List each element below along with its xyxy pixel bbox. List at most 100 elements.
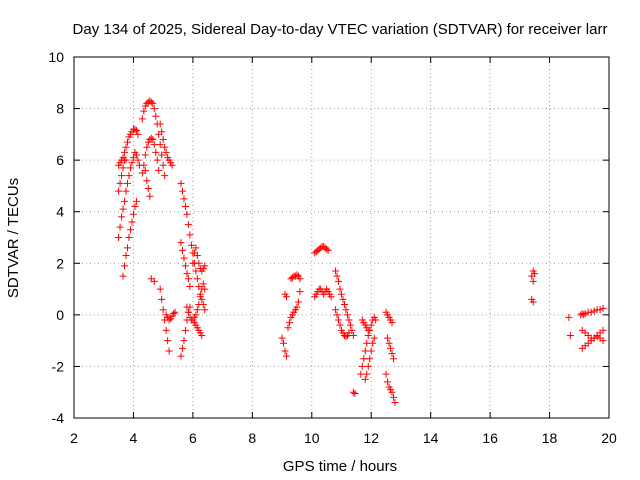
- data-point-marker: [124, 179, 131, 187]
- data-point-marker: [580, 311, 588, 319]
- data-point-marker: [147, 134, 155, 142]
- data-point-marker: [156, 120, 164, 128]
- data-point-marker: [390, 355, 398, 363]
- series-arc-ac: [358, 316, 372, 334]
- data-point-marker: [118, 213, 126, 221]
- data-point-marker: [293, 303, 301, 311]
- x-tick-label: 8: [248, 430, 256, 446]
- data-point-marker: [164, 337, 172, 345]
- y-axis-ticks: -4 -2 0 2 4 6 8 10: [48, 49, 609, 426]
- data-point-marker: [129, 210, 137, 218]
- y-tick-label: 4: [56, 204, 64, 220]
- x-tick-label: 20: [601, 430, 617, 446]
- data-point-marker: [367, 347, 375, 355]
- data-point-marker: [323, 245, 331, 253]
- data-point-marker: [161, 143, 169, 151]
- data-point-marker: [294, 298, 302, 306]
- data-point-marker: [158, 151, 166, 159]
- data-point-marker: [181, 203, 189, 211]
- data-point-marker: [336, 285, 344, 293]
- data-point-marker: [342, 306, 350, 314]
- data-point-marker: [283, 352, 291, 360]
- data-point-marker: [140, 161, 148, 169]
- data-point-marker: [149, 99, 157, 107]
- chart-title: Day 134 of 2025, Sidereal Day-to-day VTE…: [73, 21, 608, 38]
- data-point-marker: [158, 128, 166, 136]
- data-point-marker: [132, 151, 140, 159]
- data-point-marker: [278, 334, 286, 342]
- data-point-marker: [183, 210, 191, 218]
- data-point-marker: [388, 319, 396, 327]
- data-point-marker: [162, 148, 170, 156]
- data-point-marker: [134, 156, 142, 164]
- series-arc-a: [115, 148, 143, 241]
- data-point-marker: [155, 166, 163, 174]
- data-point-marker: [343, 311, 351, 319]
- data-point-marker: [115, 187, 123, 195]
- data-point-marker: [590, 307, 598, 315]
- data-point-marker: [366, 355, 374, 363]
- data-point-marker: [150, 105, 158, 113]
- data-point-marker: [335, 277, 343, 285]
- data-point-marker: [131, 125, 139, 133]
- data-point-marker: [118, 172, 126, 180]
- data-point-marker: [193, 306, 201, 314]
- data-point-marker: [388, 388, 396, 396]
- data-point-marker: [141, 151, 149, 159]
- data-point-marker: [566, 331, 574, 339]
- series-arc-ai: [565, 313, 574, 339]
- data-point-marker: [351, 390, 359, 398]
- data-point-marker: [357, 370, 365, 378]
- data-point-marker: [177, 239, 185, 247]
- data-point-marker: [336, 321, 344, 329]
- data-point-marker: [122, 187, 130, 195]
- y-tick-label: 2: [56, 255, 64, 271]
- series-arc-h: [147, 275, 158, 285]
- data-point-marker: [345, 316, 353, 324]
- data-point-marker: [369, 339, 377, 347]
- series-arc-v: [311, 243, 332, 257]
- series-arc-aj: [577, 304, 607, 319]
- series-arc-d: [119, 197, 140, 280]
- x-axis-label: GPS time / hours: [283, 458, 397, 475]
- y-tick-label: 10: [48, 49, 64, 65]
- x-tick-label: 18: [542, 430, 558, 446]
- x-tick-label: 6: [189, 430, 197, 446]
- series-arc-p: [189, 244, 209, 275]
- series-arc-s: [278, 334, 291, 360]
- data-point-marker: [124, 138, 131, 146]
- series-arc-f: [138, 97, 169, 180]
- data-point-marker: [284, 324, 292, 332]
- data-point-marker: [361, 347, 369, 355]
- data-point-marker: [159, 136, 167, 144]
- data-point-marker: [581, 310, 589, 318]
- data-point-marker: [193, 275, 201, 283]
- data-point-marker: [363, 370, 371, 378]
- data-point-marker: [140, 107, 148, 115]
- data-point-marker: [178, 187, 186, 195]
- data-point-marker: [565, 313, 573, 321]
- data-point-marker: [599, 304, 607, 312]
- data-point-marker: [178, 344, 186, 352]
- data-point-marker: [128, 218, 136, 226]
- data-point-marker: [192, 244, 200, 252]
- series-arc-af: [382, 308, 396, 327]
- series-arc-x: [332, 267, 357, 339]
- data-point-marker: [121, 262, 129, 270]
- data-point-marker: [143, 143, 151, 151]
- data-point-marker: [165, 316, 173, 324]
- data-point-marker: [141, 166, 149, 174]
- x-tick-label: 4: [130, 430, 138, 446]
- series-arc-k: [162, 308, 179, 324]
- series-arc-g: [141, 166, 154, 200]
- data-point-marker: [183, 303, 191, 311]
- data-point-marker: [121, 148, 129, 156]
- series-arc-j: [156, 120, 176, 169]
- data-point-marker: [599, 337, 607, 345]
- data-point-marker: [189, 259, 197, 267]
- data-point-marker: [193, 252, 201, 260]
- data-point-marker: [171, 308, 179, 316]
- data-point-marker: [384, 334, 392, 342]
- data-point-marker: [149, 136, 157, 144]
